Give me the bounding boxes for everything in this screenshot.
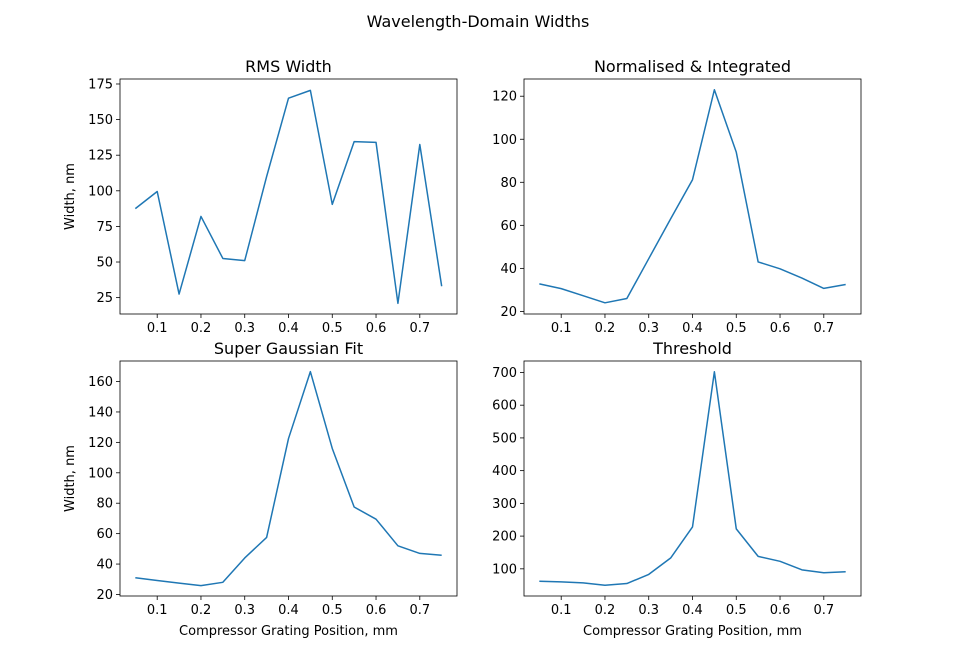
y-tick-label: 60: [96, 527, 113, 542]
subplot-2: 0.1 0.2 0.3 0.4 0.5 0.6 0.7 20 40 60 80 100 120 Norma…: [492, 57, 862, 336]
subplot-title: RMS Width: [245, 57, 332, 76]
x-tick-label: 0.6: [770, 321, 791, 336]
x-tick-label: 0.1: [551, 603, 572, 618]
y-axis-label: Width, nm: [63, 445, 78, 512]
y-tick-label: 175: [88, 77, 113, 92]
y-tick-label: 60: [500, 219, 517, 234]
x-axis-label: Compressor Grating Position, mm: [179, 624, 398, 639]
y-tick-label: 100: [492, 562, 517, 577]
series-line: [134, 89, 443, 305]
subplot-4: 0.1 0.2 0.3 0.4 0.5 0.6 0.7 100 200 300 400 500 600 7…: [492, 339, 862, 639]
y-tick-label: 40: [96, 558, 113, 573]
x-tick-label: 0.3: [234, 321, 255, 336]
subplot-3: 0.1 0.2 0.3 0.4 0.5 0.6 0.7 20 40 60 80 100 120 140 16…: [63, 339, 458, 639]
y-tick-label: 50: [96, 256, 113, 271]
x-tick-label: 0.1: [147, 603, 168, 618]
y-tick-label: 100: [88, 184, 113, 199]
x-tick-label: 0.6: [366, 321, 387, 336]
y-tick-label: 150: [88, 113, 113, 128]
series-line: [539, 371, 846, 586]
subplot-title: Threshold: [652, 339, 732, 358]
y-tick-label: 600: [492, 399, 517, 414]
y-tick-label: 20: [96, 588, 113, 603]
subplot-1: 0.1 0.2 0.3 0.4 0.5 0.6 0.7 25 50 75 100 125 150 175 R…: [63, 57, 458, 336]
x-tick-label: 0.6: [366, 603, 387, 618]
x-tick-label: 0.5: [726, 321, 747, 336]
y-tick-label: 140: [88, 405, 113, 420]
series-line: [135, 370, 442, 587]
y-tick-label: 100: [88, 466, 113, 481]
x-tick-label: 0.7: [409, 321, 430, 336]
y-tick-label: 160: [88, 375, 113, 390]
y-tick-label: 80: [96, 497, 113, 512]
y-tick-label: 400: [492, 464, 517, 479]
x-tick-label: 0.7: [813, 603, 834, 618]
subplot-title: Normalised & Integrated: [594, 57, 791, 76]
figure-suptitle: Wavelength-Domain Widths: [367, 12, 590, 31]
x-tick-label: 0.5: [726, 603, 747, 618]
y-tick-label: 40: [500, 262, 517, 277]
x-tick-label: 0.5: [322, 603, 343, 618]
x-tick-label: 0.7: [409, 603, 430, 618]
x-tick-label: 0.4: [682, 603, 703, 618]
y-tick-label: 120: [492, 90, 517, 105]
subplot-title: Super Gaussian Fit: [214, 339, 363, 358]
y-tick-label: 100: [492, 133, 517, 148]
x-tick-label: 0.3: [638, 603, 659, 618]
series-line: [539, 89, 846, 304]
y-tick-label: 75: [96, 220, 113, 235]
y-tick-label: 500: [492, 431, 517, 446]
x-tick-label: 0.2: [595, 603, 616, 618]
x-tick-label: 0.1: [147, 321, 168, 336]
x-tick-label: 0.5: [322, 321, 343, 336]
y-tick-label: 125: [88, 149, 113, 164]
y-tick-label: 80: [500, 176, 517, 191]
x-tick-label: 0.2: [191, 603, 212, 618]
x-tick-label: 0.7: [813, 321, 834, 336]
x-tick-label: 0.4: [278, 321, 299, 336]
x-tick-label: 0.2: [191, 321, 212, 336]
y-tick-label: 300: [492, 497, 517, 512]
x-tick-label: 0.6: [770, 603, 791, 618]
x-tick-label: 0.2: [595, 321, 616, 336]
y-axis-label: Width, nm: [63, 163, 78, 230]
x-tick-label: 0.4: [278, 603, 299, 618]
y-tick-label: 20: [500, 305, 517, 320]
x-tick-label: 0.3: [638, 321, 659, 336]
y-tick-label: 25: [96, 291, 113, 306]
y-tick-label: 200: [492, 530, 517, 545]
x-tick-label: 0.3: [234, 603, 255, 618]
y-tick-label: 700: [492, 366, 517, 381]
x-tick-label: 0.4: [682, 321, 703, 336]
x-tick-label: 0.1: [551, 321, 572, 336]
x-axis-label: Compressor Grating Position, mm: [583, 624, 802, 639]
y-tick-label: 120: [88, 436, 113, 451]
